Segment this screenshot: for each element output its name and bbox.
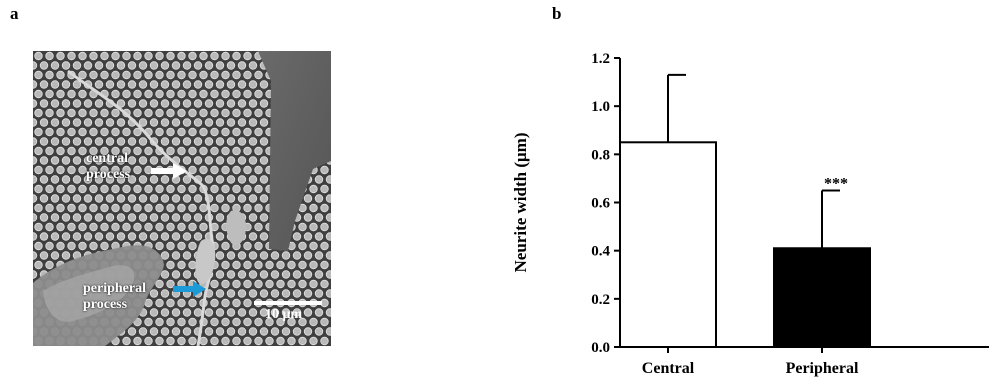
bar-chart: 0.0 0.2 0.4 0.6 0.8 1.0 1.2 Neurite width (μm) C… [500, 30, 989, 378]
bar-central [619, 141, 717, 348]
significance-label-1: *** [824, 175, 848, 192]
central-arrow-icon [151, 163, 187, 179]
y-tick-label-5: 1.0 [591, 99, 610, 115]
micrograph-image [33, 51, 331, 346]
x-tick-label-central: Central [642, 360, 695, 377]
peripheral-label-line1: peripheral [83, 281, 146, 296]
y-tick-label-0: 0.0 [591, 340, 610, 356]
y-tick-label-3: 0.6 [591, 196, 610, 212]
y-tick-label-6: 1.2 [591, 51, 610, 67]
y-tick-label-1: 0.2 [591, 292, 610, 308]
scale-bar-label: 10 μm [265, 307, 303, 322]
sem-micrograph: central process peripheral process 10 μm [33, 51, 331, 346]
peripheral-process-label: peripheral process [83, 281, 146, 313]
central-label-line2: process [86, 167, 131, 182]
y-tick-label-4: 0.8 [591, 147, 610, 163]
bar-peripheral [773, 247, 871, 348]
panel-label-a: a [10, 4, 19, 23]
scale-bar [254, 301, 322, 305]
y-tick-label-2: 0.4 [591, 244, 610, 260]
peripheral-label-line2: process [83, 297, 128, 312]
central-process-label: central process [86, 151, 130, 183]
panel-label-b: b [552, 4, 562, 23]
central-label-line1: central [86, 151, 128, 166]
y-axis-label: Neurite width (μm) [511, 133, 530, 273]
chart-svg: 0.0 0.2 0.4 0.6 0.8 1.0 1.2 Neurite width (μm) C… [511, 51, 989, 377]
peripheral-arrow-icon [173, 281, 206, 297]
x-tick-label-peripheral: Peripheral [786, 360, 859, 377]
